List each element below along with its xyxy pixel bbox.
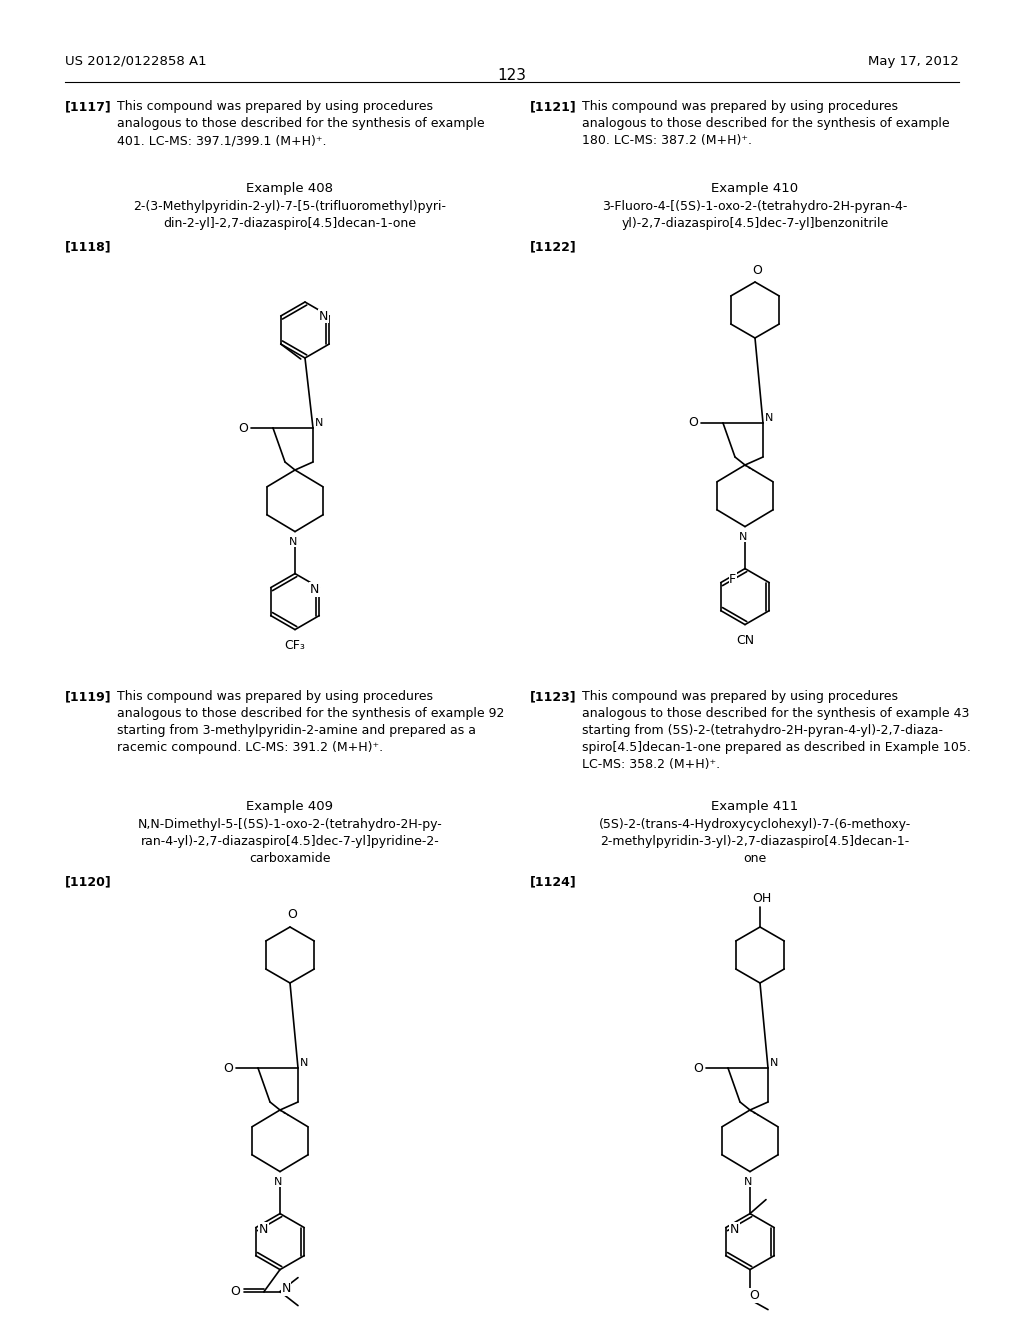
- Text: This compound was prepared by using procedures
analogous to those described for : This compound was prepared by using proc…: [582, 100, 949, 147]
- Text: N: N: [282, 1282, 291, 1295]
- Text: CN: CN: [736, 634, 754, 647]
- Text: N,N-Dimethyl-5-[(5S)-1-oxo-2-(tetrahydro-2H-py-
ran-4-yl)-2,7-diazaspiro[4.5]dec: N,N-Dimethyl-5-[(5S)-1-oxo-2-(tetrahydro…: [137, 818, 442, 865]
- Text: CF₃: CF₃: [285, 639, 305, 652]
- Text: This compound was prepared by using procedures
analogous to those described for : This compound was prepared by using proc…: [117, 100, 484, 147]
- Text: Example 409: Example 409: [247, 800, 334, 813]
- Text: N: N: [289, 537, 297, 546]
- Text: Example 410: Example 410: [712, 182, 799, 195]
- Text: May 17, 2012: May 17, 2012: [868, 55, 959, 69]
- Text: (5S)-2-(trans-4-Hydroxycyclohexyl)-7-(6-methoxy-
2-methylpyridin-3-yl)-2,7-diaza: (5S)-2-(trans-4-Hydroxycyclohexyl)-7-(6-…: [599, 818, 911, 865]
- Text: N: N: [730, 1224, 739, 1236]
- Text: 3-Fluoro-4-[(5S)-1-oxo-2-(tetrahydro-2H-pyran-4-
yl)-2,7-diazaspiro[4.5]dec-7-yl: 3-Fluoro-4-[(5S)-1-oxo-2-(tetrahydro-2H-…: [602, 201, 907, 230]
- Text: O: O: [223, 1061, 232, 1074]
- Text: 123: 123: [498, 69, 526, 83]
- Text: This compound was prepared by using procedures
analogous to those described for : This compound was prepared by using proc…: [582, 690, 971, 771]
- Text: N: N: [318, 309, 328, 322]
- Text: This compound was prepared by using procedures
analogous to those described for : This compound was prepared by using proc…: [117, 690, 505, 754]
- Text: [1123]: [1123]: [530, 690, 577, 704]
- Text: [1121]: [1121]: [530, 100, 577, 114]
- Text: N: N: [314, 418, 324, 428]
- Text: O: O: [230, 1286, 240, 1298]
- Text: Example 408: Example 408: [247, 182, 334, 195]
- Text: N: N: [765, 413, 773, 422]
- Text: [1124]: [1124]: [530, 875, 577, 888]
- Text: OH: OH: [753, 892, 772, 906]
- Text: O: O: [238, 421, 248, 434]
- Text: N: N: [309, 583, 318, 597]
- Text: O: O: [688, 417, 698, 429]
- Text: [1119]: [1119]: [65, 690, 112, 704]
- Text: O: O: [693, 1061, 702, 1074]
- Text: O: O: [750, 1290, 759, 1302]
- Text: [1120]: [1120]: [65, 875, 112, 888]
- Text: [1122]: [1122]: [530, 240, 577, 253]
- Text: [1117]: [1117]: [65, 100, 112, 114]
- Text: O: O: [287, 908, 297, 921]
- Text: 2-(3-Methylpyridin-2-yl)-7-[5-(trifluoromethyl)pyri-
din-2-yl]-2,7-diazaspiro[4.: 2-(3-Methylpyridin-2-yl)-7-[5-(trifluoro…: [133, 201, 446, 230]
- Text: N: N: [273, 1176, 283, 1187]
- Text: F: F: [729, 573, 736, 586]
- Text: US 2012/0122858 A1: US 2012/0122858 A1: [65, 55, 207, 69]
- Text: N: N: [770, 1059, 778, 1068]
- Text: N: N: [738, 532, 748, 541]
- Text: [1118]: [1118]: [65, 240, 112, 253]
- Text: N: N: [300, 1059, 308, 1068]
- Text: O: O: [752, 264, 762, 276]
- Text: N: N: [743, 1176, 753, 1187]
- Text: N: N: [259, 1224, 268, 1236]
- Text: Example 411: Example 411: [712, 800, 799, 813]
